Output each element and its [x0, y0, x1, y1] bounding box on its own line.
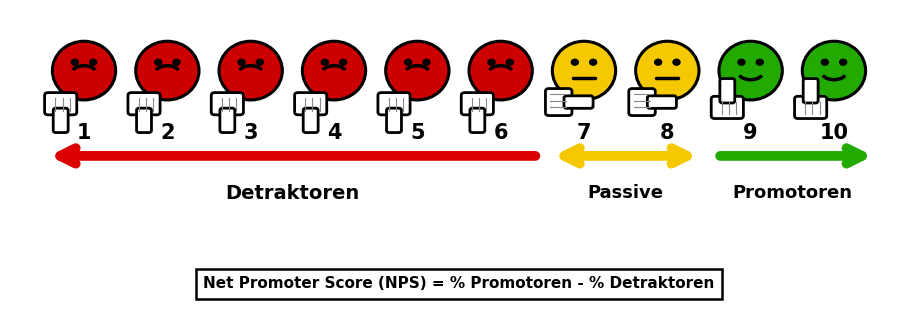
FancyBboxPatch shape [137, 108, 151, 132]
Circle shape [673, 59, 680, 65]
Ellipse shape [136, 41, 199, 100]
Text: 2: 2 [160, 123, 174, 143]
FancyBboxPatch shape [303, 108, 319, 132]
Circle shape [72, 59, 78, 65]
FancyBboxPatch shape [545, 88, 572, 116]
FancyBboxPatch shape [295, 93, 327, 115]
Ellipse shape [302, 41, 365, 100]
FancyBboxPatch shape [386, 108, 401, 132]
Text: 3: 3 [243, 123, 258, 143]
Text: Detraktoren: Detraktoren [225, 184, 360, 203]
FancyBboxPatch shape [720, 79, 734, 103]
FancyBboxPatch shape [53, 108, 68, 132]
Ellipse shape [635, 41, 699, 100]
Text: Net Promoter Score (NPS) = % Promotoren - % Detraktoren: Net Promoter Score (NPS) = % Promotoren … [203, 276, 715, 291]
Circle shape [488, 59, 495, 65]
Circle shape [589, 59, 597, 65]
Circle shape [90, 59, 96, 65]
Circle shape [655, 59, 662, 65]
FancyBboxPatch shape [461, 93, 493, 115]
Text: 9: 9 [744, 123, 758, 143]
Circle shape [571, 59, 578, 65]
Circle shape [155, 59, 162, 65]
FancyBboxPatch shape [711, 96, 744, 118]
Circle shape [822, 59, 828, 65]
Circle shape [756, 59, 763, 65]
Text: 8: 8 [660, 123, 675, 143]
Circle shape [321, 59, 329, 65]
Text: 10: 10 [820, 123, 848, 143]
FancyBboxPatch shape [220, 108, 235, 132]
FancyBboxPatch shape [629, 88, 655, 116]
FancyBboxPatch shape [378, 93, 410, 115]
Circle shape [738, 59, 745, 65]
Text: 7: 7 [577, 123, 591, 143]
Circle shape [840, 59, 846, 65]
Circle shape [238, 59, 245, 65]
Ellipse shape [802, 41, 866, 100]
Circle shape [405, 59, 411, 65]
Circle shape [173, 59, 180, 65]
FancyBboxPatch shape [211, 93, 243, 115]
FancyBboxPatch shape [45, 93, 77, 115]
Text: 1: 1 [77, 123, 91, 143]
Ellipse shape [469, 41, 532, 100]
Circle shape [256, 59, 263, 65]
Circle shape [507, 59, 513, 65]
Ellipse shape [52, 41, 116, 100]
Text: 5: 5 [410, 123, 425, 143]
Text: 6: 6 [493, 123, 508, 143]
FancyBboxPatch shape [647, 96, 677, 108]
FancyBboxPatch shape [470, 108, 485, 132]
FancyBboxPatch shape [803, 79, 818, 103]
Ellipse shape [553, 41, 616, 100]
Text: Passive: Passive [588, 184, 664, 202]
Text: 4: 4 [327, 123, 341, 143]
Ellipse shape [386, 41, 449, 100]
Ellipse shape [719, 41, 782, 100]
Circle shape [423, 59, 430, 65]
FancyBboxPatch shape [795, 96, 827, 118]
FancyBboxPatch shape [128, 93, 160, 115]
FancyBboxPatch shape [564, 96, 593, 108]
Text: Promotoren: Promotoren [733, 184, 852, 202]
Ellipse shape [219, 41, 283, 100]
Circle shape [340, 59, 347, 65]
